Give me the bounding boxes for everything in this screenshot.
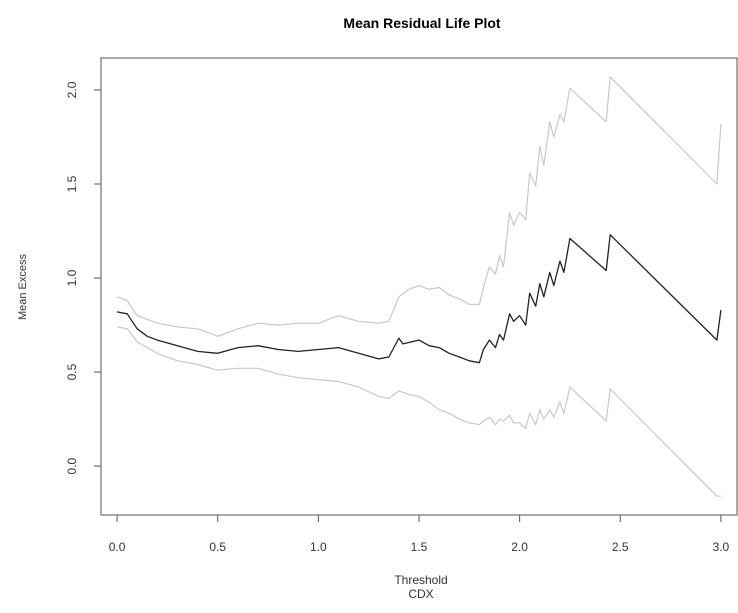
mean-line (116, 234, 722, 364)
plot-frame (100, 57, 738, 516)
y-tick-label: 0.0 (65, 457, 79, 474)
x-tick-label: 1.0 (310, 540, 327, 554)
x-tick-label: 0.0 (109, 540, 126, 554)
y-axis-label: Mean Excess (17, 253, 29, 320)
x-axis: 0.0 0.5 1.0 1.5 2.0 2.5 3.0 (109, 515, 730, 554)
x-tick-label: 2.5 (612, 540, 629, 554)
x-axis-label: Threshold (394, 573, 447, 587)
chart-title: Mean Residual Life Plot (343, 15, 500, 31)
x-tick-label: 3.0 (713, 540, 730, 554)
x-tick-label: 1.5 (411, 540, 428, 554)
y-tick-label: 2.0 (65, 81, 79, 98)
y-tick-label: 1.5 (65, 175, 79, 192)
y-tick-label: 1.0 (65, 269, 79, 286)
series-layer (116, 76, 722, 497)
x-axis-sublabel: CDX (408, 587, 433, 601)
lower-bound-line (116, 326, 721, 497)
y-axis: 0.0 0.5 1.0 1.5 2.0 (65, 81, 101, 474)
x-tick-label: 0.5 (209, 540, 226, 554)
x-tick-label: 2.0 (511, 540, 528, 554)
upper-bound-line (116, 76, 722, 337)
y-tick-label: 0.5 (65, 363, 79, 380)
